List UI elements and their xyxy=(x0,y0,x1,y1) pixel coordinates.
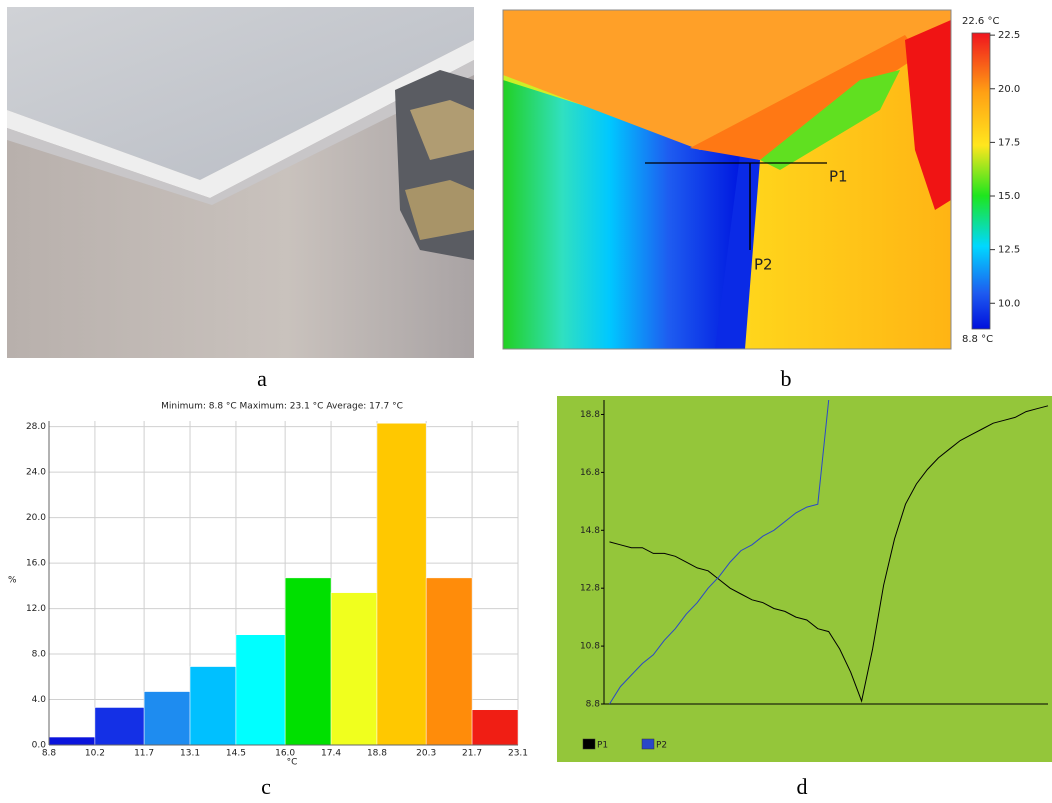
x-tick-label: 16.0 xyxy=(275,749,295,759)
x-tick-label: 17.4 xyxy=(321,749,341,759)
legend-swatch xyxy=(642,739,654,749)
y-tick-label: 20.0 xyxy=(26,513,46,523)
legend-label: P2 xyxy=(656,741,667,751)
bar xyxy=(95,707,144,745)
colorbar-tick-label: 10.0 xyxy=(998,298,1020,309)
legend-label: P1 xyxy=(597,741,608,751)
x-tick-label: 11.7 xyxy=(134,749,154,759)
y-tick-label: 12.8 xyxy=(580,584,600,594)
x-axis-label: °C xyxy=(287,758,298,768)
x-tick-label: 13.1 xyxy=(180,749,200,759)
figure: P1 P2 22.6 °C 8.8 °C a b c d Minimum: 8.… xyxy=(0,0,1052,803)
y-axis-label: % xyxy=(8,576,17,586)
y-tick-label: 8.8 xyxy=(586,700,601,710)
y-tick-label: 12.0 xyxy=(26,604,46,614)
y-tick-label: 8.0 xyxy=(32,650,47,660)
legend-swatch xyxy=(583,739,595,749)
colorbar-min: 8.8 °C xyxy=(962,334,993,345)
colorbar-tick-label: 20.0 xyxy=(998,84,1020,95)
y-tick-label: 14.8 xyxy=(580,526,600,536)
point-label: P1 xyxy=(829,168,848,186)
bar xyxy=(377,423,426,745)
colorbar-tick-label: 15.0 xyxy=(998,191,1020,202)
point-label: P2 xyxy=(754,256,773,274)
x-tick-label: 21.7 xyxy=(462,749,482,759)
colorbar-max: 22.6 °C xyxy=(962,16,999,27)
bar xyxy=(49,737,95,745)
bar xyxy=(144,692,190,745)
y-tick-label: 16.8 xyxy=(580,468,600,478)
plot-background xyxy=(557,396,1052,762)
x-tick-label: 14.5 xyxy=(226,749,246,759)
y-tick-label: 10.8 xyxy=(580,642,600,652)
bar xyxy=(472,710,518,745)
bar xyxy=(331,593,377,745)
x-tick-label: 18.8 xyxy=(367,749,387,759)
x-tick-label: 10.2 xyxy=(85,749,105,759)
thermal-image xyxy=(503,10,990,349)
x-tick-label: 20.3 xyxy=(416,749,436,759)
colorbar-tick-label: 22.5 xyxy=(998,30,1020,41)
colorbar-tick-label: 17.5 xyxy=(998,137,1020,148)
colorbar-tick-label: 12.5 xyxy=(998,245,1020,256)
panel-label: b xyxy=(781,366,792,391)
y-tick-label: 18.8 xyxy=(580,410,600,420)
y-tick-label: 24.0 xyxy=(26,468,46,478)
photo xyxy=(7,7,474,358)
bar xyxy=(236,635,285,745)
bar xyxy=(426,578,472,745)
y-tick-label: 28.0 xyxy=(26,422,46,432)
y-tick-label: 16.0 xyxy=(26,559,46,569)
bar xyxy=(285,578,331,745)
chart-title: Minimum: 8.8 °C Maximum: 23.1 °C Average… xyxy=(161,402,403,412)
x-tick-label: 8.8 xyxy=(42,749,57,759)
panel-label: c xyxy=(261,774,271,799)
panel-label: a xyxy=(257,366,267,391)
y-tick-label: 4.0 xyxy=(32,695,47,705)
panel-label: d xyxy=(797,774,808,799)
x-tick-label: 23.1 xyxy=(508,749,528,759)
bar xyxy=(190,667,236,745)
